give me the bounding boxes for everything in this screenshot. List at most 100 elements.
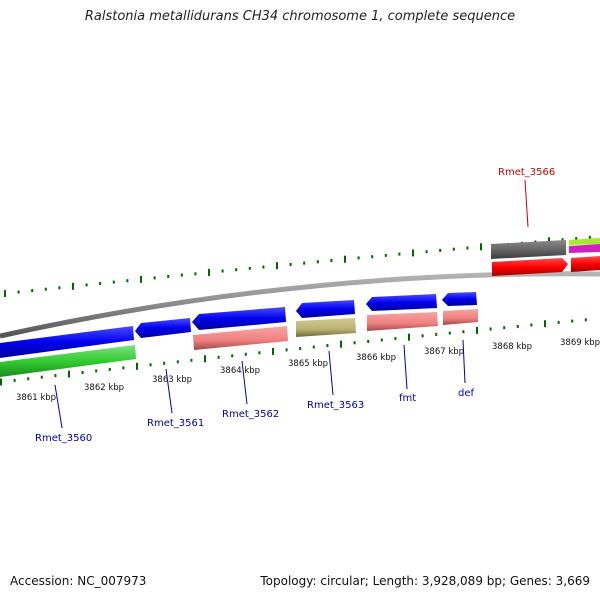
minor-tick bbox=[439, 248, 442, 252]
minor-tick bbox=[588, 235, 591, 239]
kbp-ruler: 3861 kbp 3862 kbp 3863 kbp 3864 kbp 3865… bbox=[16, 338, 600, 403]
ruler-label: 3866 kbp bbox=[356, 353, 396, 363]
major-tick bbox=[136, 362, 138, 370]
major-tick bbox=[72, 282, 74, 290]
connector-rmet-3566 bbox=[524, 179, 529, 228]
minor-tick bbox=[81, 371, 84, 374]
major-tick bbox=[208, 268, 210, 276]
minor-tick bbox=[180, 273, 183, 277]
minor-tick bbox=[312, 345, 315, 349]
major-tick bbox=[140, 275, 142, 283]
minor-tick bbox=[176, 360, 179, 364]
minor-tick bbox=[503, 326, 506, 330]
gene-rmet-3562[interactable] bbox=[192, 307, 286, 330]
minor-tick bbox=[353, 341, 356, 345]
gene-fmt[interactable] bbox=[366, 294, 437, 311]
ruler-label: 3869 kbp bbox=[560, 338, 600, 348]
label-rmet-3563[interactable]: Rmet_3563 bbox=[307, 400, 364, 411]
minor-tick bbox=[371, 255, 374, 259]
gene-pink-1[interactable] bbox=[193, 326, 288, 350]
gene-rmet-3563[interactable] bbox=[296, 300, 355, 318]
minor-tick bbox=[58, 286, 61, 290]
connector-def bbox=[462, 339, 466, 384]
gene-rmet-3566[interactable] bbox=[491, 240, 566, 259]
major-tick bbox=[480, 243, 482, 251]
gene-pink-2[interactable] bbox=[367, 312, 438, 331]
gene-red-forward-2[interactable] bbox=[571, 256, 600, 272]
minor-tick bbox=[489, 327, 492, 331]
minor-tick bbox=[448, 331, 451, 335]
minor-tick bbox=[244, 352, 247, 356]
minor-tick bbox=[584, 318, 587, 322]
major-tick bbox=[4, 290, 6, 298]
minor-tick bbox=[149, 363, 152, 367]
ruler-label: 3863 kbp bbox=[152, 375, 192, 385]
minor-tick bbox=[575, 237, 578, 240]
accession-text: Accession: NC_007973 bbox=[10, 574, 147, 588]
minor-tick bbox=[285, 348, 288, 352]
minor-tick bbox=[425, 250, 428, 254]
minor-tick bbox=[357, 256, 360, 260]
gene-red-forward-1[interactable] bbox=[492, 258, 568, 276]
gene-rmet-3561[interactable] bbox=[135, 318, 191, 338]
label-connectors bbox=[54, 179, 529, 429]
gene-green[interactable] bbox=[0, 345, 136, 377]
minor-tick bbox=[435, 332, 438, 336]
connector-rmet-3562 bbox=[241, 360, 248, 405]
major-tick bbox=[0, 378, 2, 386]
connector-rmet-3563 bbox=[328, 350, 334, 396]
label-rmet-3561[interactable]: Rmet_3561 bbox=[147, 418, 204, 429]
minor-tick bbox=[299, 347, 302, 350]
minor-tick bbox=[530, 323, 533, 327]
ruler-label: 3861 kbp bbox=[16, 393, 56, 403]
minor-tick bbox=[122, 366, 125, 370]
gene-labels: Rmet_3560 Rmet_3561 Rmet_3562 Rmet_3563 … bbox=[35, 167, 555, 444]
minor-tick bbox=[394, 337, 397, 341]
minor-tick bbox=[262, 265, 265, 269]
label-fmt[interactable]: fmt bbox=[399, 393, 416, 404]
minor-tick bbox=[221, 269, 224, 273]
minor-tick bbox=[17, 290, 20, 294]
minor-tick bbox=[248, 266, 251, 270]
gene-rmet-3560[interactable] bbox=[0, 326, 134, 358]
label-rmet-3562[interactable]: Rmet_3562 bbox=[222, 409, 279, 420]
ruler-label: 3865 kbp bbox=[288, 359, 328, 369]
ruler-label: 3867 kbp bbox=[424, 347, 464, 357]
gene-olive[interactable] bbox=[296, 318, 356, 337]
minor-tick bbox=[112, 280, 115, 284]
minor-tick bbox=[462, 330, 465, 334]
major-tick bbox=[204, 355, 206, 363]
minor-tick bbox=[398, 252, 401, 256]
minor-tick bbox=[384, 253, 387, 257]
major-tick bbox=[476, 326, 478, 334]
gene-def[interactable] bbox=[442, 292, 477, 306]
major-tick bbox=[68, 370, 70, 378]
minor-tick bbox=[99, 282, 102, 285]
minor-tick bbox=[303, 261, 306, 265]
major-tick bbox=[344, 255, 346, 263]
minor-tick bbox=[231, 354, 234, 358]
label-def[interactable]: def bbox=[458, 388, 475, 399]
ruler-label: 3864 kbp bbox=[220, 366, 260, 376]
minor-tick bbox=[31, 289, 34, 293]
minor-tick bbox=[367, 339, 370, 343]
minor-tick bbox=[95, 369, 98, 373]
connector-rmet-3561 bbox=[165, 368, 173, 414]
minor-tick bbox=[561, 238, 564, 242]
minor-tick bbox=[557, 320, 560, 324]
gene-magenta-partial[interactable] bbox=[569, 244, 600, 253]
minor-tick bbox=[316, 260, 319, 264]
minor-tick bbox=[44, 287, 47, 291]
major-tick bbox=[548, 237, 550, 245]
lower-tick-ring bbox=[0, 318, 587, 386]
minor-tick bbox=[40, 375, 43, 379]
gene-light-green-partial[interactable] bbox=[569, 238, 600, 245]
major-tick bbox=[340, 340, 342, 348]
label-rmet-3560[interactable]: Rmet_3560 bbox=[35, 433, 92, 444]
label-rmet-3566[interactable]: Rmet_3566 bbox=[498, 167, 555, 178]
genome-summary-text: Topology: circular; Length: 3,928,089 bp… bbox=[260, 574, 590, 588]
gene-pink-3[interactable] bbox=[443, 309, 478, 325]
connector-rmet-3560 bbox=[54, 384, 63, 429]
